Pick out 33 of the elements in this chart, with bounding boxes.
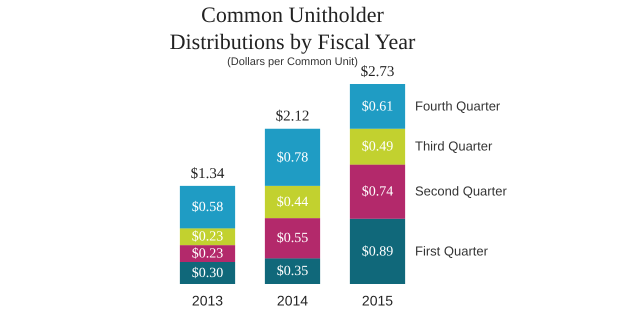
data-label: $0.78 — [276, 150, 308, 166]
x-tick-label: 2014 — [276, 292, 308, 308]
bar — [350, 164, 406, 219]
bar — [350, 128, 406, 165]
data-label: $0.58 — [192, 200, 224, 216]
series-label: First Quarter — [415, 243, 489, 258]
series-label: Fourth Quarter — [415, 98, 501, 114]
bar — [180, 186, 236, 228]
data-label: $0.23 — [192, 230, 224, 245]
data-label: $0.49 — [362, 140, 394, 155]
bar — [350, 84, 406, 129]
bar — [350, 218, 406, 284]
series-label: Third Quarter — [415, 138, 493, 154]
data-label: $0.61 — [362, 99, 394, 114]
bar — [264, 218, 320, 258]
total-label: $1.34 — [190, 166, 225, 182]
x-tick-label: 2013 — [192, 292, 224, 308]
total-label: $2.73 — [360, 64, 394, 80]
bar — [264, 186, 320, 218]
data-label: $0.23 — [192, 246, 224, 262]
data-label: $0.55 — [276, 231, 308, 246]
series-label: Second Quarter — [415, 184, 508, 199]
data-label: $0.35 — [276, 264, 308, 280]
chart-subtitle: (Dollars per Common Unit) — [227, 56, 358, 68]
data-label: $0.44 — [276, 194, 308, 210]
data-label: $0.30 — [192, 266, 224, 282]
total-label: $2.12 — [276, 108, 310, 125]
data-label: $0.89 — [362, 244, 394, 260]
text: Common Unitholder — [201, 2, 384, 27]
bar — [264, 128, 320, 186]
text: Distributions by Fiscal Year — [170, 29, 416, 54]
x-tick-label: 2015 — [362, 292, 394, 308]
data-label: $0.74 — [362, 184, 394, 200]
